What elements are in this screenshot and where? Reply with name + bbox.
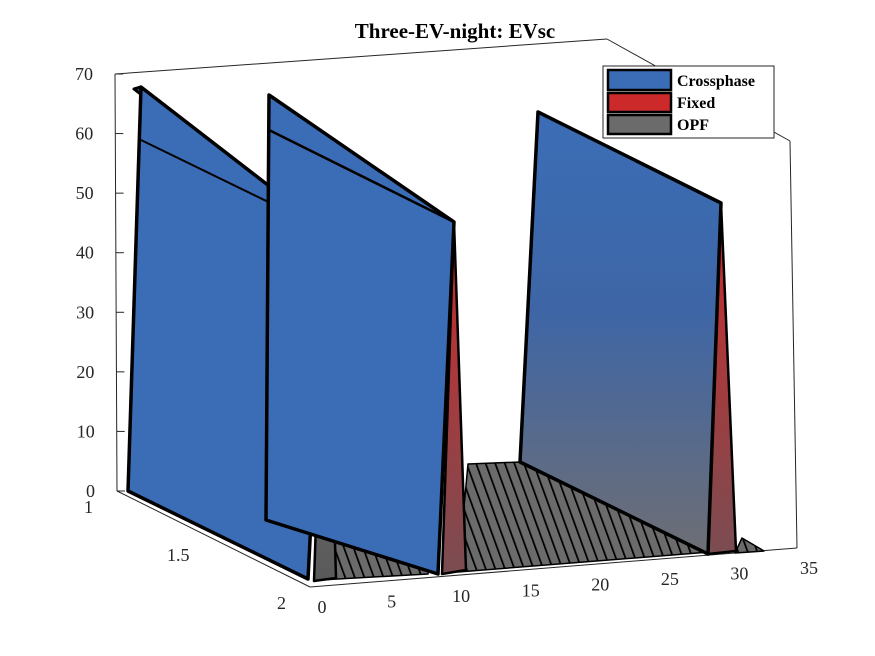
y-tick-labels: 11.52 <box>84 497 286 613</box>
legend-swatch-opf <box>606 113 673 136</box>
x-axis-line <box>309 547 798 588</box>
z-tick-label: 30 <box>76 302 94 322</box>
z-tick-label: 0 <box>86 481 95 501</box>
legend: Crossphase Fixed OPF <box>602 65 775 139</box>
x-tick-label: 15 <box>522 580 540 600</box>
right-vertical-edge <box>789 140 798 549</box>
z-tick-marks <box>115 73 125 492</box>
surface-series <box>126 85 765 583</box>
z-tick-label: 60 <box>75 124 93 144</box>
y-tick-label: 1.5 <box>167 545 190 565</box>
x-tick-label: 10 <box>452 586 470 606</box>
legend-label-crossphase: Crossphase <box>677 73 755 90</box>
z-tick-label: 70 <box>75 64 93 84</box>
z-tick-label: 10 <box>77 421 95 441</box>
y-tick-label: 2 <box>277 593 286 613</box>
fixed-fin-2 <box>440 220 468 576</box>
legend-swatch-crossphase <box>606 68 673 92</box>
crossphase-panel-3-front <box>518 110 723 556</box>
x-tick-label: 25 <box>661 569 679 589</box>
x-tick-label: 30 <box>730 564 748 584</box>
z-tick-labels: 0 10 20 30 40 50 60 70 <box>75 64 95 501</box>
crossphase-panel-2-front <box>264 93 456 576</box>
legend-swatch-fixed <box>606 91 673 114</box>
z-axis-line <box>114 73 118 492</box>
y-axis-line <box>116 490 311 588</box>
x-tick-label: 0 <box>318 597 327 617</box>
y-tick-label: 1 <box>84 497 93 517</box>
legend-label-fixed: Fixed <box>677 95 715 112</box>
x-tick-label: 35 <box>800 558 818 578</box>
z-tick-label: 20 <box>76 362 94 382</box>
fixed-ridge-2 <box>268 128 455 224</box>
z-tick-label: 50 <box>76 183 94 203</box>
legend-label-opf: OPF <box>677 117 709 134</box>
axes-box <box>114 38 798 588</box>
x-tick-label: 20 <box>591 575 609 595</box>
floor-strip-3 <box>734 537 765 554</box>
x-tick-labels: 0 5 10 15 20 25 30 35 <box>318 558 819 617</box>
chart-title: Three-EV-night: EVsc <box>355 19 555 43</box>
x-tick-label: 5 <box>387 591 396 611</box>
back-top-edge <box>114 38 608 75</box>
z-tick-label: 40 <box>76 243 94 263</box>
